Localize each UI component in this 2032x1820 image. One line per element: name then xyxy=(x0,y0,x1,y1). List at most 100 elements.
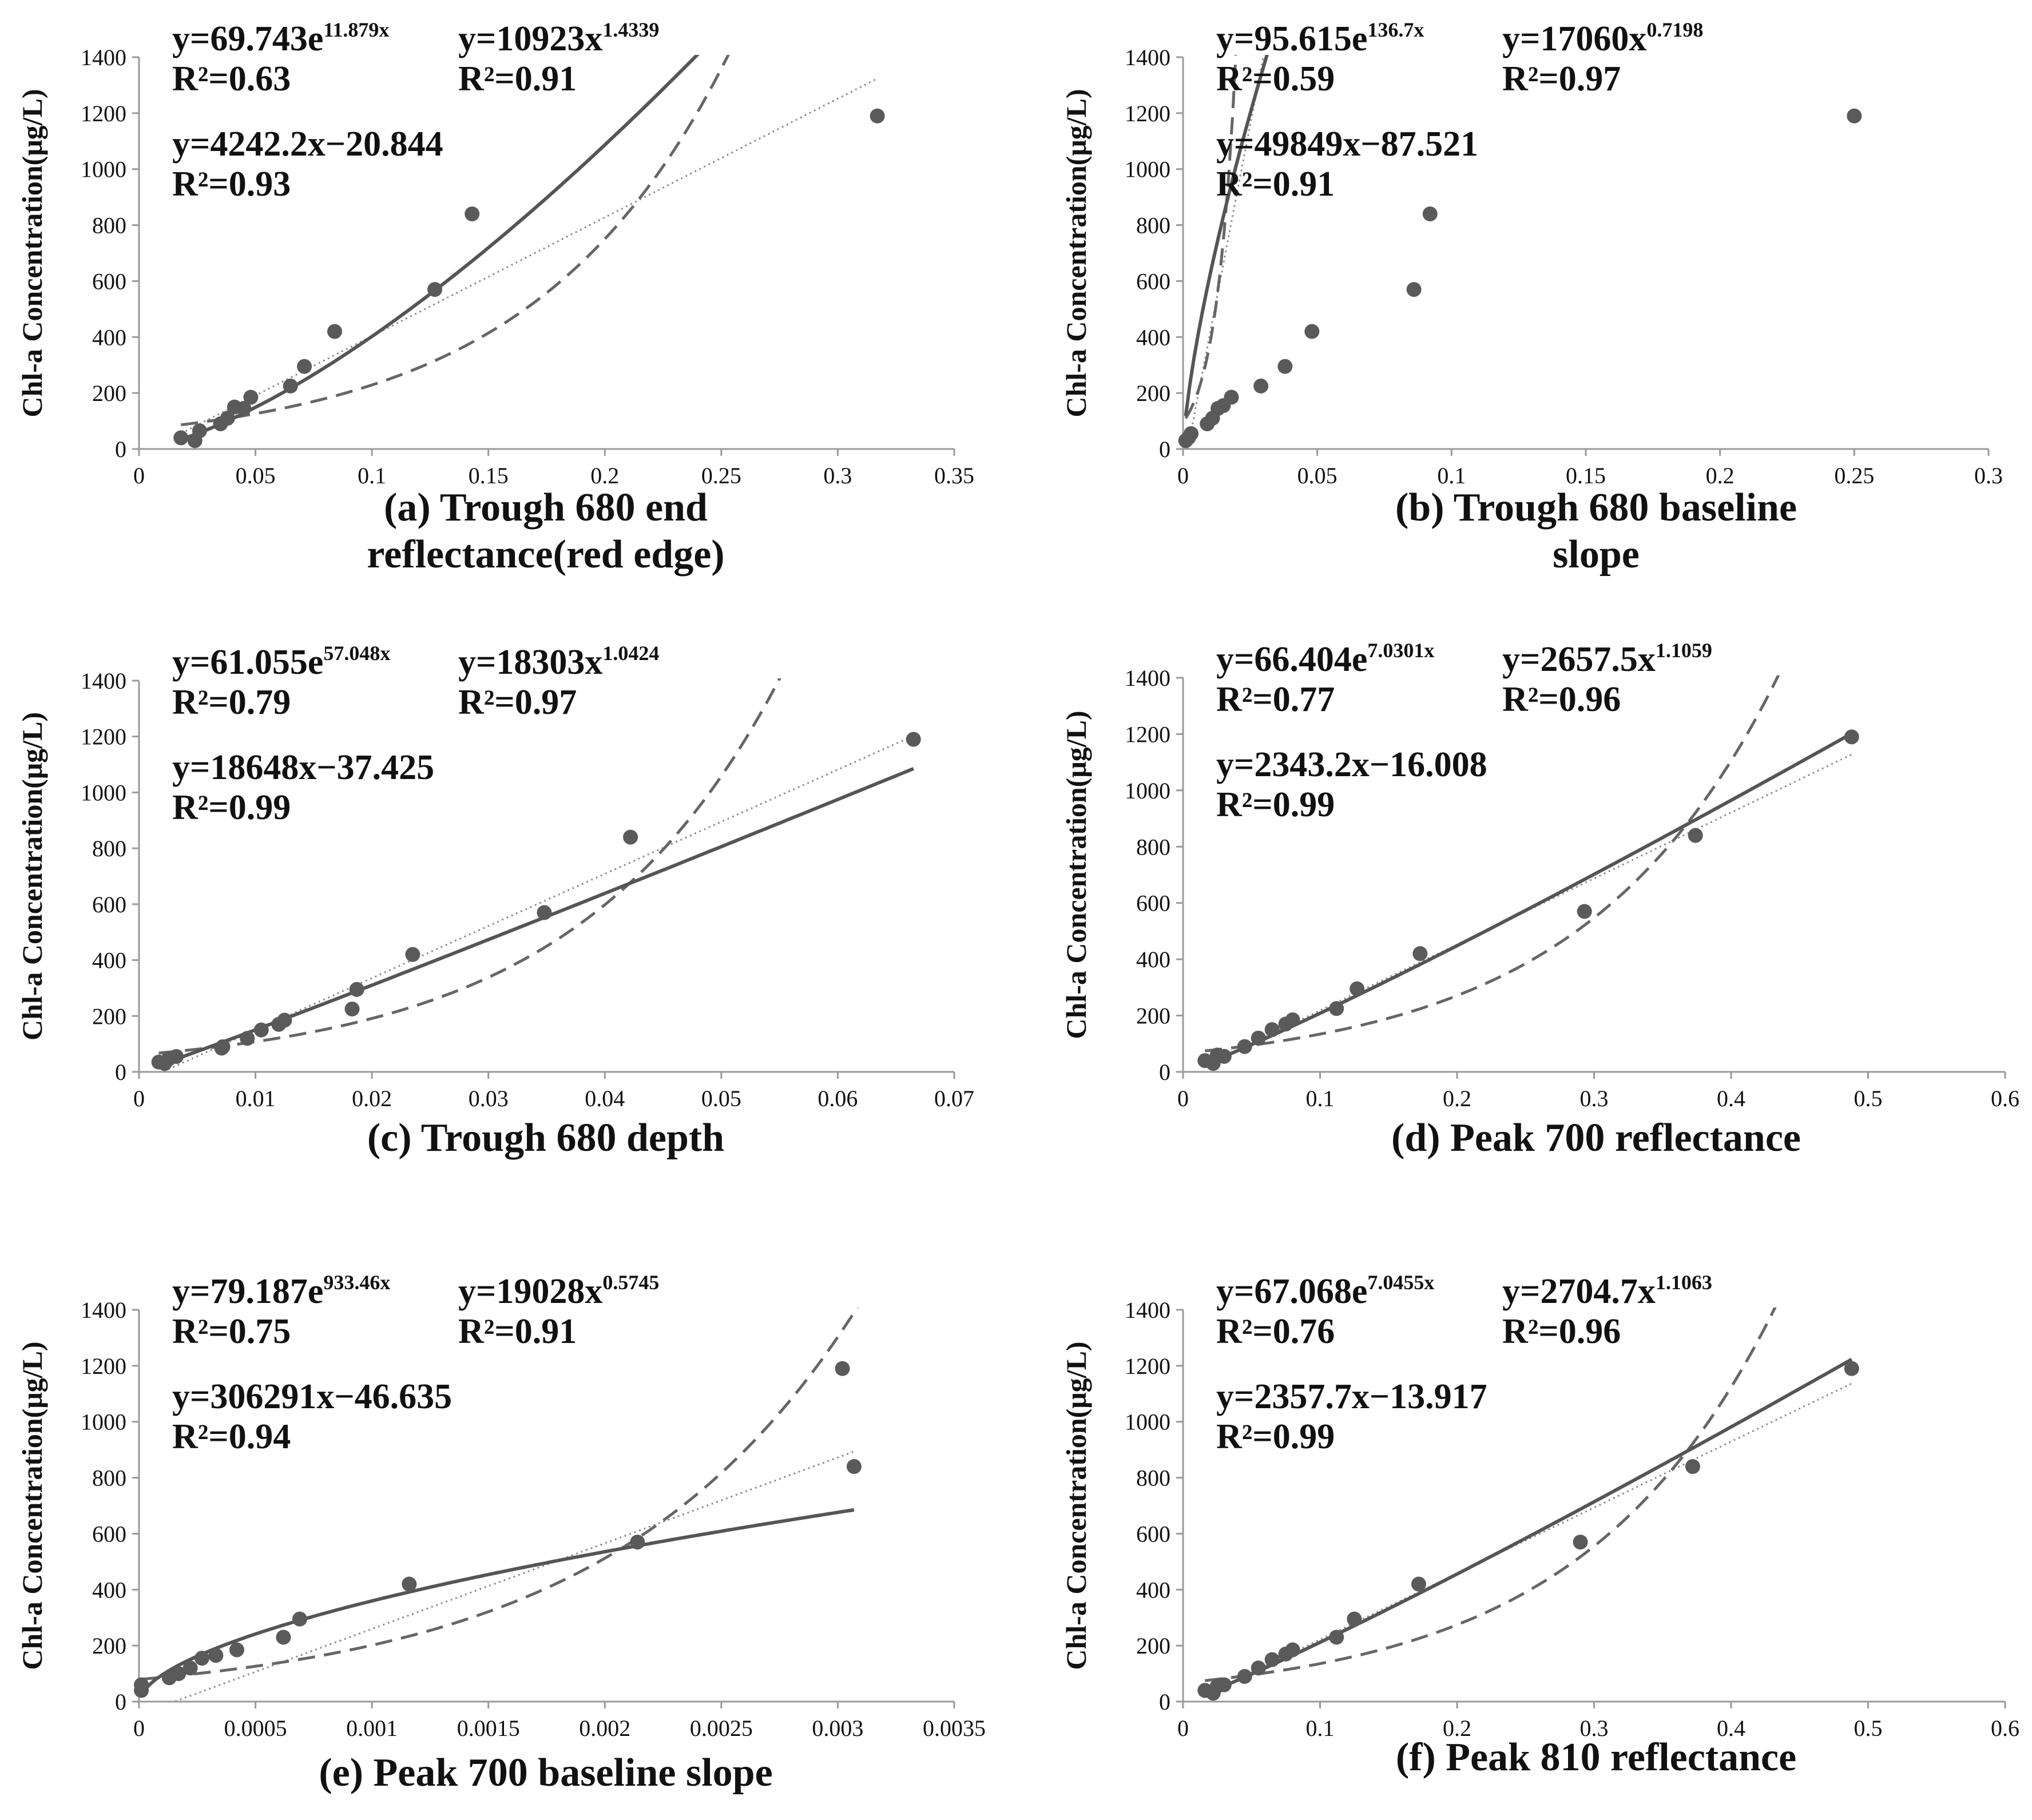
linear-fit-line xyxy=(172,1451,855,1702)
linear-r2: R²=0.99 xyxy=(172,788,291,827)
data-point xyxy=(215,1039,231,1055)
linear-equation: y=4242.2x−20.844 xyxy=(172,125,443,164)
data-point xyxy=(220,411,235,426)
exponential-equation-base: y=69.743e xyxy=(172,19,323,58)
x-tick-label: 0 xyxy=(1177,1086,1189,1111)
x-tick-label: 0.1 xyxy=(1437,463,1466,488)
panel-caption: (c) Trough 680 depth xyxy=(367,1116,724,1160)
exponential-r2: R²=0.79 xyxy=(172,683,291,722)
data-point xyxy=(870,108,885,124)
data-point xyxy=(1251,1030,1266,1046)
y-tick-label: 800 xyxy=(1136,834,1170,860)
y-tick-label: 400 xyxy=(1136,1577,1170,1603)
panel-caption: (f) Peak 810 reflectance xyxy=(1396,1735,1796,1779)
x-tick-label: 0 xyxy=(133,1086,145,1111)
exponential-r2: R²=0.75 xyxy=(172,1312,291,1351)
data-point xyxy=(1285,1012,1300,1027)
data-point xyxy=(1304,324,1320,339)
x-tick-label: 0.1 xyxy=(1306,1086,1335,1111)
data-point xyxy=(1329,1630,1344,1645)
data-point xyxy=(465,206,480,221)
exponential-equation: y=67.068e7.0455x xyxy=(1216,1271,1434,1311)
data-point xyxy=(1685,1459,1700,1474)
power-equation-base: y=2704.7x xyxy=(1502,1272,1656,1311)
x-tick-label: 0.2 xyxy=(590,463,619,488)
x-tick-label: 0.15 xyxy=(1566,463,1606,488)
data-point xyxy=(1422,206,1438,221)
y-tick-label: 1400 xyxy=(1125,1297,1170,1323)
power-r2: R²=0.96 xyxy=(1502,680,1621,719)
data-point xyxy=(1411,1576,1426,1592)
data-point xyxy=(1216,1677,1232,1692)
y-tick-label: 1000 xyxy=(81,157,126,182)
data-point xyxy=(1329,1001,1344,1016)
x-tick-label: 0.3 xyxy=(1580,1086,1609,1111)
power-equation: y=18303x1.0424 xyxy=(458,642,659,682)
data-point xyxy=(292,1611,307,1627)
data-point xyxy=(182,1660,198,1676)
y-tick-label: 1000 xyxy=(1125,157,1170,182)
power-equation: y=10923x1.4339 xyxy=(458,18,659,58)
data-point xyxy=(1350,981,1365,996)
power-equation: y=2704.7x1.1063 xyxy=(1502,1271,1712,1311)
power-r2: R²=0.91 xyxy=(458,1312,577,1351)
power-equation-exponent: 1.1063 xyxy=(1656,1271,1712,1294)
y-tick-label: 1200 xyxy=(81,101,126,126)
power-equation-base: y=2657.5x xyxy=(1502,640,1656,679)
x-tick-label: 0.3 xyxy=(1974,463,2003,488)
x-tick-label: 0 xyxy=(133,1715,145,1741)
y-tick-label: 1400 xyxy=(1125,665,1170,691)
data-point xyxy=(402,1576,417,1592)
power-fit-line xyxy=(1204,1357,1853,1696)
data-point xyxy=(194,1651,209,1666)
x-tick-label: 0.06 xyxy=(817,1086,858,1111)
power-r2: R²=0.91 xyxy=(458,59,577,98)
chart-panel-a: 0 0.05 0.1 0.15 0.2 0.25 0.3 0.35 0 200 400 600 800 1… xyxy=(16,18,974,577)
y-tick-label: 200 xyxy=(92,1003,126,1029)
x-tick-label: 0.001 xyxy=(346,1715,398,1741)
y-tick-label: 1200 xyxy=(1125,1353,1170,1379)
exponential-r2: R²=0.59 xyxy=(1216,59,1335,98)
x-tick-label: 0.6 xyxy=(1991,1086,2019,1111)
power-equation-exponent: 0.7198 xyxy=(1646,18,1703,41)
y-tick-label: 1200 xyxy=(1125,101,1170,126)
linear-equation: y=18648x−37.425 xyxy=(172,748,434,787)
x-tick-label: 0.03 xyxy=(469,1086,509,1111)
chart-panel-c: 0 0.01 0.02 0.03 0.04 0.05 0.06 0.07 0 200 400 600 8… xyxy=(16,642,974,1160)
y-tick-label: 1200 xyxy=(81,1353,126,1379)
exponential-equation: y=61.055e57.048x xyxy=(172,642,390,682)
linear-equation: y=306291x−46.635 xyxy=(172,1377,452,1416)
power-equation-exponent: 0.5745 xyxy=(602,1271,659,1294)
data-point xyxy=(835,1361,850,1376)
exponential-equation: y=69.743e11.879x xyxy=(172,18,389,58)
x-tick-label: 0.3 xyxy=(823,463,852,488)
power-equation: y=19028x0.5745 xyxy=(458,1271,659,1311)
y-tick-label: 800 xyxy=(1136,213,1170,239)
data-point xyxy=(1844,1361,1859,1376)
exponential-fit-line xyxy=(181,55,730,427)
y-tick-label: 1200 xyxy=(1125,721,1170,747)
data-point xyxy=(1577,904,1592,919)
x-tick-label: 0.1 xyxy=(358,463,386,488)
fit-lines xyxy=(1204,675,1853,1067)
data-point xyxy=(253,1022,269,1038)
linear-r2: R²=0.93 xyxy=(172,165,291,204)
data-point xyxy=(630,1535,645,1550)
data-point xyxy=(240,1031,255,1046)
x-tick-label: 0.02 xyxy=(352,1086,392,1111)
data-point xyxy=(243,390,259,405)
y-tick-label: 600 xyxy=(92,1521,126,1547)
y-axis-title: Chl-a Concentration(μg/L) xyxy=(1060,89,1092,417)
linear-r2: R²=0.99 xyxy=(1216,1417,1335,1456)
y-tick-label: 600 xyxy=(92,892,126,917)
exponential-equation-base: y=61.055e xyxy=(172,643,323,682)
exponential-equation-exponent: 933.46x xyxy=(323,1271,390,1294)
y-tick-label: 0 xyxy=(115,436,126,462)
data-point xyxy=(1264,1652,1280,1667)
data-point xyxy=(236,401,252,416)
x-tick-label: 0.2 xyxy=(1443,1715,1471,1741)
x-tick-label: 0.04 xyxy=(585,1086,625,1111)
y-tick-label: 1000 xyxy=(1125,1409,1170,1435)
data-point xyxy=(906,732,921,747)
